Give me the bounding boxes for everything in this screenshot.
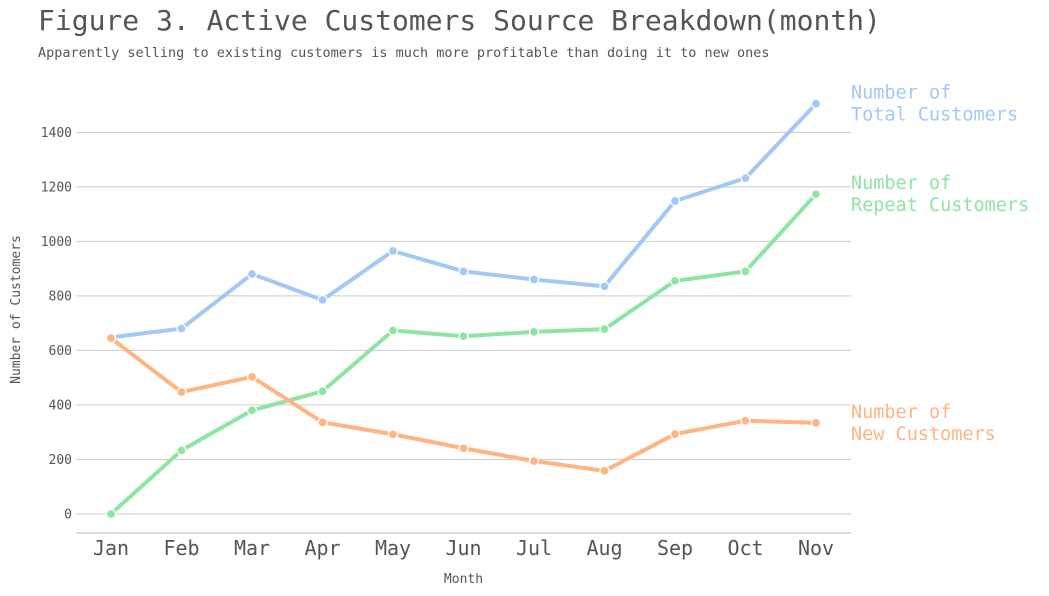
series-lines <box>105 98 822 520</box>
data-point <box>105 508 117 520</box>
data-point <box>458 266 469 277</box>
data-point <box>387 245 399 257</box>
data-point <box>387 429 399 440</box>
x-tick-label: Jun <box>445 536 481 560</box>
y-tick-label: 1000 <box>41 235 72 250</box>
x-tick-label: Nov <box>798 536 834 560</box>
data-point <box>176 323 187 334</box>
x-tick-label: May <box>375 536 411 560</box>
chart-subtitle: Apparently selling to existing customers… <box>38 45 770 61</box>
x-axis-label: Month <box>444 572 483 587</box>
x-tick-label: Jan <box>93 536 129 560</box>
data-point <box>669 428 681 440</box>
x-tick-label: Mar <box>234 536 270 560</box>
x-tick-label: Oct <box>727 536 763 560</box>
data-point <box>669 195 681 207</box>
data-point <box>246 268 258 280</box>
data-point <box>810 189 822 200</box>
data-point <box>528 455 540 467</box>
series-group <box>105 332 822 477</box>
series-label: Number of Repeat Customers <box>851 173 1029 216</box>
data-point <box>669 275 681 287</box>
data-point <box>246 405 258 416</box>
data-point <box>458 331 469 342</box>
y-tick-label: 600 <box>49 344 72 359</box>
data-point <box>599 465 610 477</box>
series-line <box>109 192 818 516</box>
series-labels: Number of Total Customers Number of Repeat … <box>851 83 1029 445</box>
x-axis-ticks: Jan Feb Mar Apr May Jun Jul Aug Sep Oct Nov <box>93 536 834 560</box>
data-point <box>387 325 399 336</box>
y-tick-label: 0 <box>64 507 72 522</box>
data-point <box>317 294 328 306</box>
y-axis-ticks: 0 200 400 600 800 1000 1200 1400 <box>41 126 72 523</box>
data-point <box>740 172 751 184</box>
gridlines <box>76 131 851 515</box>
x-tick-label: Feb <box>163 536 199 560</box>
data-point <box>317 386 328 397</box>
x-tick-label: Sep <box>657 536 693 560</box>
y-tick-label: 1200 <box>41 180 72 195</box>
series-line <box>109 101 818 340</box>
data-point <box>599 281 610 292</box>
data-point <box>176 445 187 456</box>
data-point <box>317 417 328 428</box>
y-tick-label: 200 <box>49 453 72 468</box>
data-point <box>740 266 751 277</box>
x-tick-label: Apr <box>304 536 340 560</box>
x-tick-label: Jul <box>516 536 552 560</box>
data-point <box>599 323 610 335</box>
series-label: Number of New Customers <box>851 402 996 445</box>
data-point <box>176 386 187 398</box>
data-point <box>740 415 751 426</box>
series-label: Number of Total Customers <box>851 83 1018 126</box>
y-tick-label: 800 <box>49 289 72 304</box>
y-tick-label: 1400 <box>41 126 72 141</box>
data-point <box>528 274 540 285</box>
y-tick-label: 400 <box>49 398 72 413</box>
data-point <box>810 98 822 109</box>
data-point <box>528 326 540 338</box>
x-tick-label: Aug <box>586 536 622 560</box>
data-point <box>105 332 117 344</box>
data-point <box>810 417 822 429</box>
y-axis-label: Number of Customers <box>9 235 24 384</box>
series-group <box>105 189 822 520</box>
data-point <box>458 443 469 454</box>
chart-title: Figure 3. Active Customers Source Breakd… <box>38 4 881 37</box>
series-group <box>105 98 822 343</box>
data-point <box>246 371 258 382</box>
